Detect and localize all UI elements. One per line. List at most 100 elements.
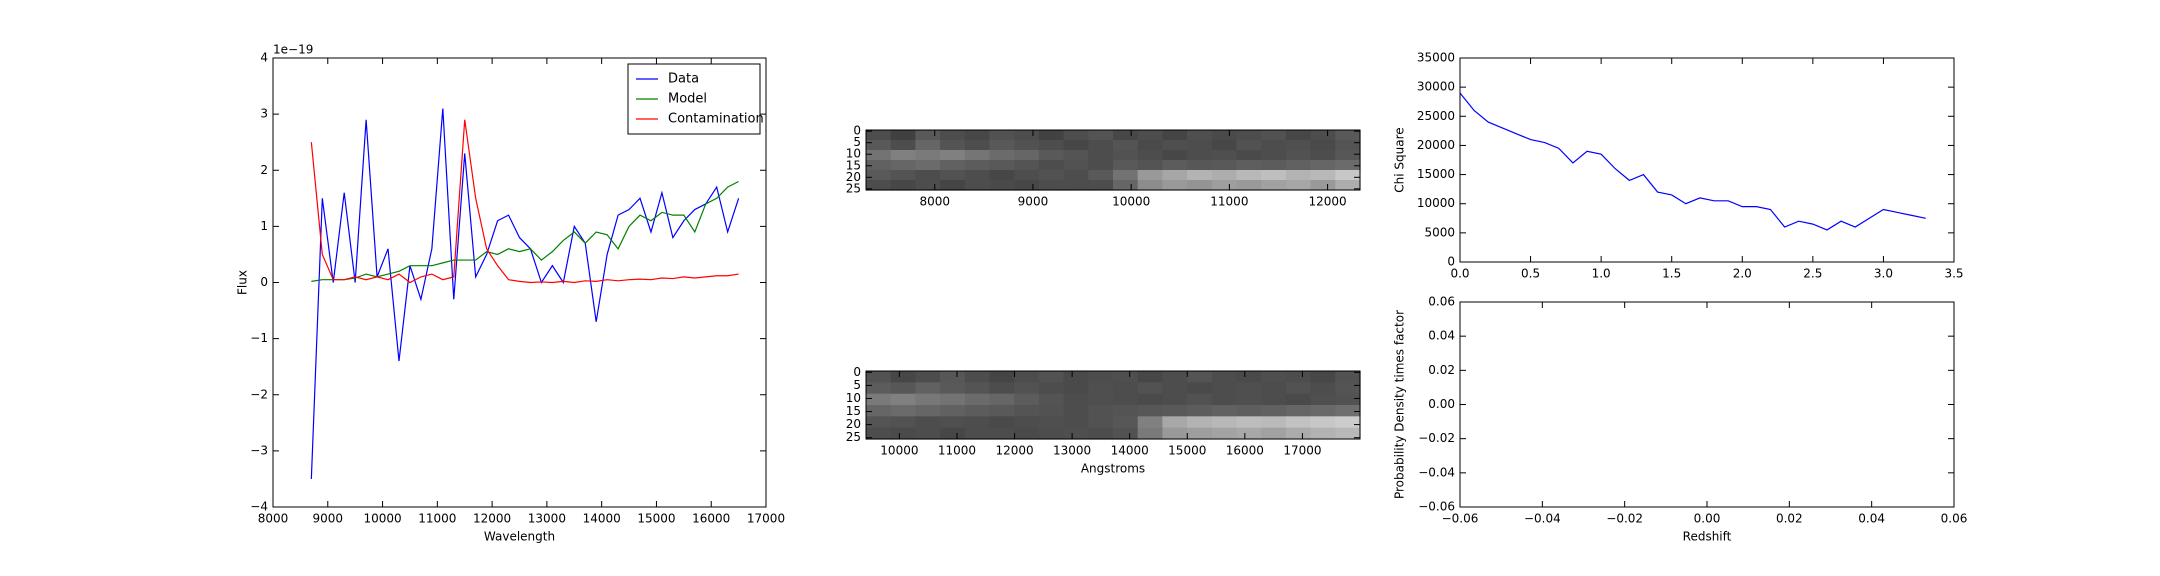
pixel <box>1236 371 1262 383</box>
pixel <box>1310 140 1336 151</box>
pixel <box>964 427 991 440</box>
y-tick-label: 2 <box>260 163 268 177</box>
pixel <box>866 416 892 429</box>
pixel <box>1335 371 1361 383</box>
y-tick-label: 15000 <box>1417 167 1455 181</box>
pixel <box>940 160 966 171</box>
pixel <box>1162 130 1188 141</box>
pixel <box>890 160 916 171</box>
x-tick-label: −0.04 <box>1524 512 1561 526</box>
pixel <box>989 416 1015 429</box>
pixel <box>1162 427 1188 440</box>
pixel <box>1310 405 1336 417</box>
pixel <box>1137 160 1163 171</box>
y-tick-label: 0 <box>853 365 861 379</box>
y-tick-label: 25 <box>846 181 861 195</box>
pixel <box>890 140 916 151</box>
pixel <box>940 371 966 383</box>
pixel <box>890 405 916 417</box>
pixel <box>1063 130 1089 141</box>
pixel <box>1088 405 1114 417</box>
x-tick-label: 14000 <box>583 512 621 526</box>
pixel <box>989 405 1015 417</box>
pixel <box>1088 150 1114 161</box>
pixel <box>1236 427 1262 440</box>
pixel <box>1137 393 1163 406</box>
pixel <box>915 416 941 429</box>
pixel <box>1285 160 1312 171</box>
x-tick-label: 0.5 <box>1521 267 1540 281</box>
pixel <box>1113 180 1139 191</box>
y-tick-label: 1 <box>260 219 268 233</box>
x-tick-label: 2.0 <box>1733 267 1752 281</box>
pixel <box>1162 393 1188 406</box>
pixel <box>1187 160 1213 171</box>
y-tick-label: 25 <box>846 430 861 444</box>
pixel <box>1236 382 1262 395</box>
pixel <box>1038 393 1065 406</box>
pixel <box>1063 393 1089 406</box>
pixel <box>1014 371 1040 383</box>
pixel <box>1335 140 1361 151</box>
pixel <box>1187 150 1213 161</box>
y-tick-label: 0.02 <box>1428 363 1455 377</box>
pixel <box>989 371 1015 383</box>
pixel <box>989 130 1015 141</box>
pixel <box>1310 416 1336 429</box>
pixel <box>1113 160 1139 171</box>
pixel <box>1088 170 1114 181</box>
pixel <box>1088 382 1114 395</box>
pixel <box>915 140 941 151</box>
pixel <box>1236 393 1262 406</box>
pixel <box>1236 130 1262 141</box>
pixel <box>964 150 991 161</box>
pixel <box>1211 393 1238 406</box>
pixel <box>964 180 991 191</box>
pixel <box>1014 170 1040 181</box>
pixel <box>1211 130 1238 141</box>
pixel <box>866 371 892 383</box>
pixel <box>964 382 991 395</box>
pixel <box>1285 130 1312 141</box>
pixel <box>1261 150 1287 161</box>
pixel <box>1236 170 1262 181</box>
x-tick-label: 10000 <box>880 444 918 458</box>
pixel <box>1310 180 1336 191</box>
pixel <box>1211 405 1238 417</box>
x-tick-label: 10000 <box>363 512 401 526</box>
pixel <box>964 170 991 181</box>
pixel <box>1187 170 1213 181</box>
y-tick-label: −0.02 <box>1418 431 1455 445</box>
pixel <box>1187 427 1213 440</box>
pixel <box>890 371 916 383</box>
pixel <box>1285 416 1312 429</box>
pixel <box>989 393 1015 406</box>
pixel <box>1285 405 1312 417</box>
pixel <box>1113 405 1139 417</box>
pixel <box>1063 382 1089 395</box>
pixel <box>1310 170 1336 181</box>
y-tick-label: 3 <box>260 107 268 121</box>
pixel <box>1162 170 1188 181</box>
pixel <box>866 405 892 417</box>
pixel <box>1187 382 1213 395</box>
pixel <box>1211 170 1238 181</box>
y-axis-label: Chi Square <box>1393 127 1407 192</box>
pixel <box>915 405 941 417</box>
pixel <box>1236 180 1262 191</box>
pixel <box>989 180 1015 191</box>
y-tick-label: 15 <box>846 158 861 172</box>
pixel <box>1261 382 1287 395</box>
pixel <box>1261 180 1287 191</box>
pixel <box>1211 371 1238 383</box>
pixel <box>1211 382 1238 395</box>
pixel <box>1014 405 1040 417</box>
x-tick-label: 16000 <box>692 512 730 526</box>
x-tick-label: 10000 <box>1112 195 1150 209</box>
pixel <box>1285 382 1312 395</box>
pixel <box>915 180 941 191</box>
pixel <box>964 371 991 383</box>
axes: 10000 11000 12000 13000 14000 15000 16000 17000… <box>846 365 1361 476</box>
pixel <box>940 416 966 429</box>
x-tick-label: 8000 <box>258 512 289 526</box>
